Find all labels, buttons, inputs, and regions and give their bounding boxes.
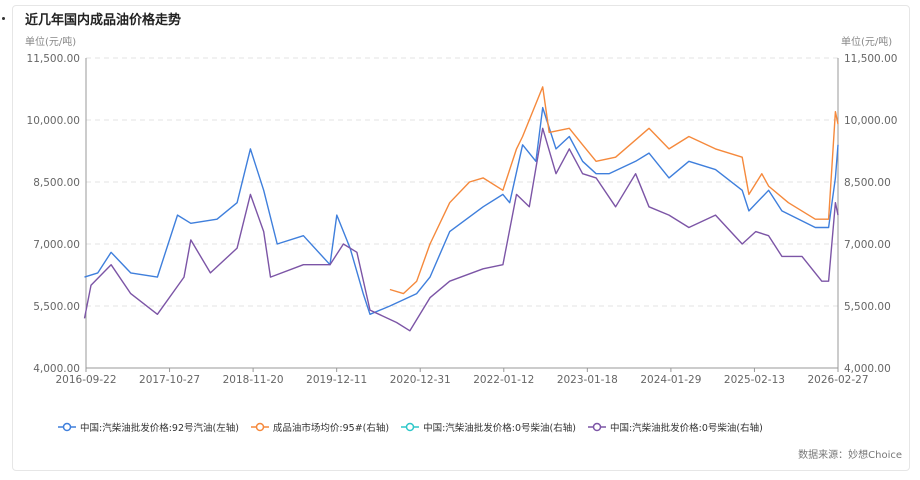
x-tick-label: 2025-02-13	[724, 374, 785, 386]
y-tick-label-left: 10,000.00	[27, 115, 80, 127]
y-tick-label-left: 7,000.00	[33, 239, 80, 251]
left-axis-unit: 单位(元/吨)	[25, 37, 77, 48]
data-source: 数据来源：妙想Choice	[798, 450, 902, 461]
legend-marker-icon	[250, 422, 269, 432]
y-tick-label-right: 11,500.00	[844, 53, 897, 65]
y-tick-label-left: 4,000.00	[33, 363, 80, 375]
bullet-dot	[2, 17, 5, 20]
y-tick-label-left: 5,500.00	[33, 301, 80, 313]
y-tick-label-right: 10,000.00	[844, 115, 897, 127]
y-tick-label-right: 8,500.00	[844, 177, 891, 189]
right-axis-unit: 单位(元/吨)	[841, 37, 893, 48]
x-tick-label: 2019-12-11	[306, 374, 367, 386]
y-tick-label-right: 7,000.00	[844, 239, 891, 251]
legend-label: 中国:汽柴油批发价格:0号柴油(右轴)	[423, 423, 576, 434]
legend-item[interactable]: 中国:汽柴油批发价格:0号柴油(右轴)	[401, 420, 576, 434]
series-line-3	[83, 127, 839, 332]
x-tick-label: 2018-11-20	[223, 374, 284, 386]
y-tick-label-right: 5,500.00	[844, 301, 891, 313]
legend: 中国:汽柴油批发价格:92号汽油(左轴) 成品油市场均价:95#(右轴) 中国:汽柴…	[58, 420, 763, 434]
chart-card	[12, 5, 910, 471]
legend-label: 中国:汽柴油批发价格:92号汽油(左轴)	[80, 423, 239, 434]
y-tick-label-left: 8,500.00	[33, 177, 80, 189]
legend-item[interactable]: 中国:汽柴油批发价格:0号柴油(右轴)	[587, 420, 763, 434]
x-tick-label: 2024-01-29	[640, 374, 701, 386]
x-tick-label: 2016-09-22	[55, 374, 116, 386]
series-line-0	[84, 106, 839, 315]
x-tick-label: 2020-12-31	[390, 374, 451, 386]
y-tick-label-left: 11,500.00	[27, 53, 80, 65]
x-tick-label: 2023-01-18	[557, 374, 618, 386]
legend-marker-icon	[401, 422, 420, 432]
legend-marker-icon	[587, 422, 606, 432]
y-tick-label-right: 4,000.00	[844, 363, 891, 375]
series-line-1	[389, 86, 839, 295]
legend-item[interactable]: 中国:汽柴油批发价格:92号汽油(左轴)	[58, 420, 239, 434]
x-tick-label: 2022-01-12	[473, 374, 534, 386]
legend-label: 成品油市场均价:95#(右轴)	[272, 423, 390, 434]
legend-label: 中国:汽柴油批发价格:0号柴油(右轴)	[609, 423, 763, 434]
chart-title: 近几年国内成品油价格走势	[25, 13, 182, 28]
legend-item[interactable]: 成品油市场均价:95#(右轴)	[250, 420, 390, 434]
legend-marker-icon	[58, 422, 76, 432]
x-tick-label: 2017-10-27	[139, 374, 200, 386]
x-tick-label: 2026-02-27	[807, 374, 868, 386]
